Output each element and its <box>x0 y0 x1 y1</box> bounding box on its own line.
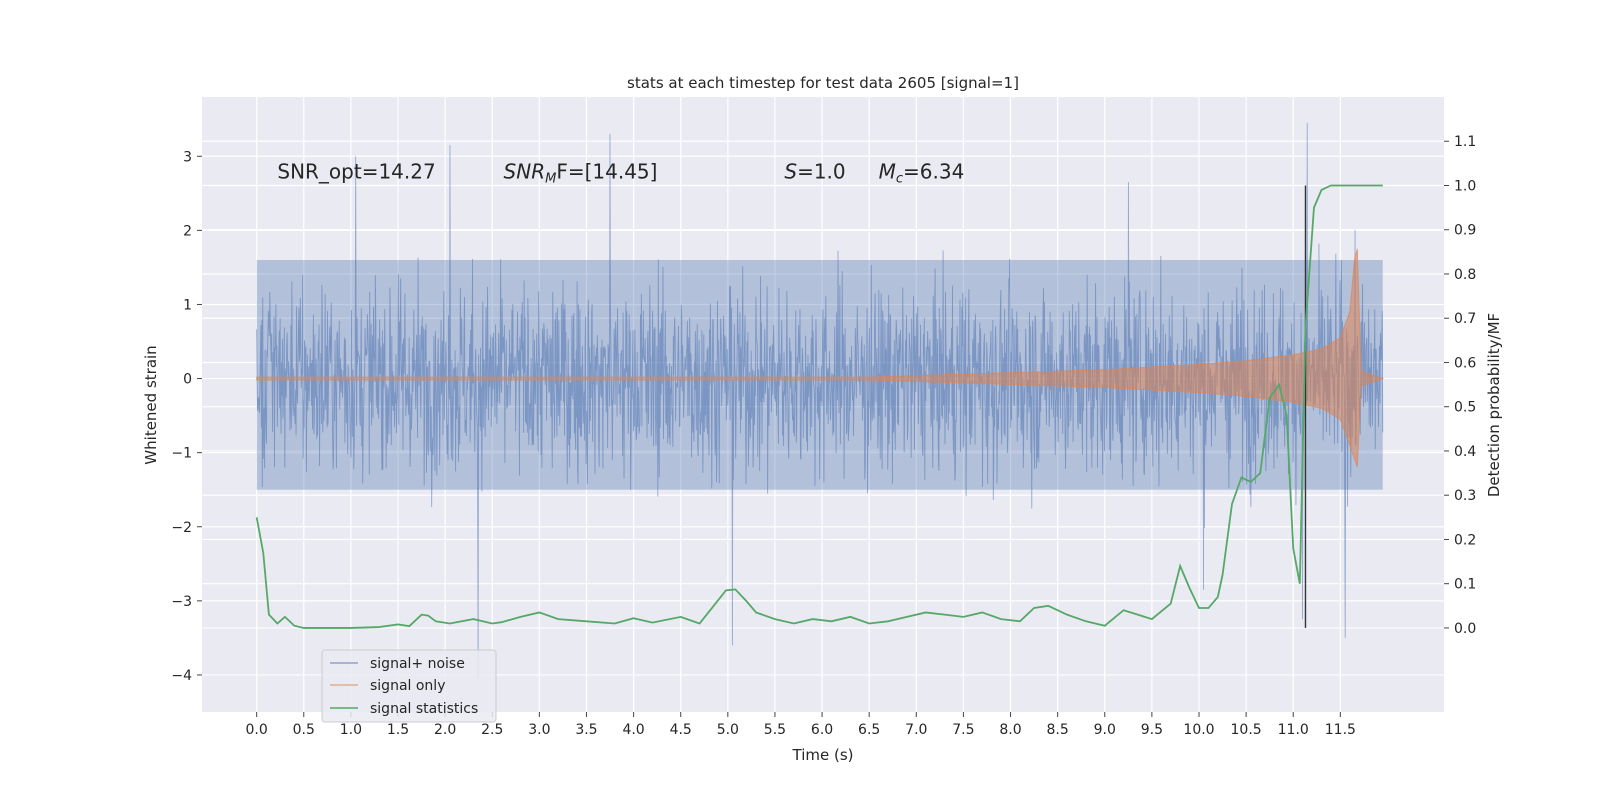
series-signal-statistics <box>255 184 1383 629</box>
annotation-2: S=1.0 <box>784 160 845 184</box>
x-axis-ticks: 0.0 0.5 1.0 1.5 2.0 2.5 3.0 3.5 4.0 4.5 5.0 5.5 6.0 6… <box>246 712 1356 738</box>
y-left-tick-label: −1 <box>171 446 192 462</box>
y-right-tick-label: 1.0 <box>1454 178 1476 194</box>
x-tick-label: 7.0 <box>905 722 927 738</box>
chart-title: stats at each timestep for test data 260… <box>627 74 1019 92</box>
x-tick-label: 9.0 <box>1094 722 1116 738</box>
y-right-tick-label: 0.0 <box>1454 621 1476 637</box>
x-tick-label: 1.0 <box>340 722 362 738</box>
y-axis-right-title: Detection probability/MF <box>1485 313 1503 497</box>
series-line-signal-plus-noise <box>256 122 1384 679</box>
series-area-signal-only <box>256 248 1385 467</box>
y-right-tick-label: 0.5 <box>1454 400 1476 416</box>
x-tick-label: 1.5 <box>387 722 409 738</box>
y-right-tick-label: 0.1 <box>1454 577 1476 593</box>
legend-label-signal-statistics: signal statistics <box>370 701 478 717</box>
x-tick-label: 5.0 <box>717 722 739 738</box>
x-tick-label: 3.5 <box>575 722 597 738</box>
y-axis-right-ticks: 1.1 1.0 0.9 0.8 0.7 0.6 0.5 0.4 0.3 0.2 0.1 0.0 <box>1444 134 1476 637</box>
y-left-tick-label: −2 <box>171 520 192 536</box>
y-left-tick-label: 0 <box>183 372 192 388</box>
x-axis-title: Time (s) <box>792 746 854 764</box>
series-line-signal-statistics <box>255 184 1383 629</box>
x-tick-label: 11.5 <box>1325 722 1356 738</box>
x-tick-label: 2.0 <box>434 722 456 738</box>
y-left-tick-label: 2 <box>183 223 192 239</box>
y-left-tick-label: 3 <box>183 149 192 165</box>
y-axis-left-title: Whitened strain <box>142 345 160 464</box>
x-tick-label: 10.0 <box>1183 722 1214 738</box>
x-tick-label: 7.5 <box>952 722 974 738</box>
x-tick-label: 3.0 <box>528 722 550 738</box>
x-tick-label: 4.5 <box>670 722 692 738</box>
x-tick-label: 5.5 <box>764 722 786 738</box>
grid <box>202 97 1444 712</box>
y-right-tick-label: 1.1 <box>1454 134 1476 150</box>
x-tick-label: 0.0 <box>246 722 268 738</box>
x-tick-label: 4.0 <box>622 722 644 738</box>
legend-label-signal-plus-noise: signal+ noise <box>370 656 465 672</box>
legend-label-signal-only: signal only <box>370 678 445 694</box>
annotations: SNR_opt=14.27 SNRMF=[14.45] S=1.0 Mc=6.34 <box>277 160 964 187</box>
y-axis-left-ticks: 3 2 1 0 −1 −2 −3 −4 <box>171 149 202 684</box>
x-tick-label: 2.5 <box>481 722 503 738</box>
y-right-tick-label: 0.3 <box>1454 488 1476 504</box>
legend-box <box>321 649 497 723</box>
x-tick-label: 0.5 <box>293 722 315 738</box>
annotation-1: SNRMF=[14.45] <box>504 160 658 187</box>
y-left-tick-label: −3 <box>171 594 192 610</box>
y-right-tick-label: 0.8 <box>1454 267 1476 283</box>
x-tick-label: 8.5 <box>1047 722 1069 738</box>
y-left-tick-label: −4 <box>171 668 192 684</box>
y-right-tick-label: 0.9 <box>1454 223 1476 239</box>
y-right-tick-label: 0.2 <box>1454 532 1476 548</box>
x-tick-label: 9.5 <box>1141 722 1163 738</box>
x-tick-label: 11.0 <box>1278 722 1309 738</box>
series-signal-only <box>256 248 1385 467</box>
annotation-3: Mc=6.34 <box>879 160 965 187</box>
y-right-tick-label: 0.6 <box>1454 355 1476 371</box>
y-right-tick-label: 0.4 <box>1454 444 1476 460</box>
y-left-tick-label: 1 <box>183 297 192 313</box>
x-tick-label: 6.5 <box>858 722 880 738</box>
x-tick-label: 8.0 <box>999 722 1021 738</box>
x-tick-label: 6.0 <box>811 722 833 738</box>
y-right-tick-label: 0.7 <box>1454 311 1476 327</box>
legend: signal+ noise signal only signal statist… <box>321 649 497 723</box>
x-tick-label: 10.5 <box>1231 722 1262 738</box>
annotation-0: SNR_opt=14.27 <box>277 160 435 184</box>
